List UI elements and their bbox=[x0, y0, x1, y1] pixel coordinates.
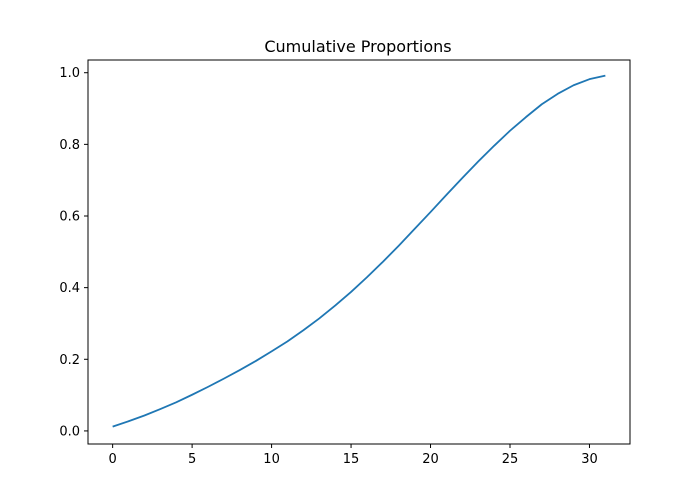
x-tick-label: 25 bbox=[502, 452, 519, 467]
x-tick-label: 30 bbox=[581, 452, 598, 467]
chart-title: Cumulative Proportions bbox=[264, 37, 451, 56]
x-tick-label: 20 bbox=[422, 452, 439, 467]
y-tick-label: 0.2 bbox=[59, 353, 80, 368]
y-tick-label: 0.8 bbox=[59, 138, 80, 153]
y-tick-label: 0.0 bbox=[59, 424, 80, 439]
x-tick-label: 15 bbox=[343, 452, 360, 467]
x-tick-label: 5 bbox=[188, 452, 196, 467]
series-line-0 bbox=[112, 74, 606, 428]
y-tick-label: 0.6 bbox=[59, 210, 80, 225]
y-tick-label: 1.0 bbox=[59, 66, 80, 81]
x-tick-label: 0 bbox=[108, 452, 116, 467]
x-tick-label: 10 bbox=[263, 452, 280, 467]
plot-area: 0 5 10 15 20 25 30 0.0 0.2 0.4 0.6 0.8 1.0 bbox=[59, 59, 631, 467]
axes-frame bbox=[87, 59, 631, 445]
y-tick-label: 0.4 bbox=[59, 281, 80, 296]
